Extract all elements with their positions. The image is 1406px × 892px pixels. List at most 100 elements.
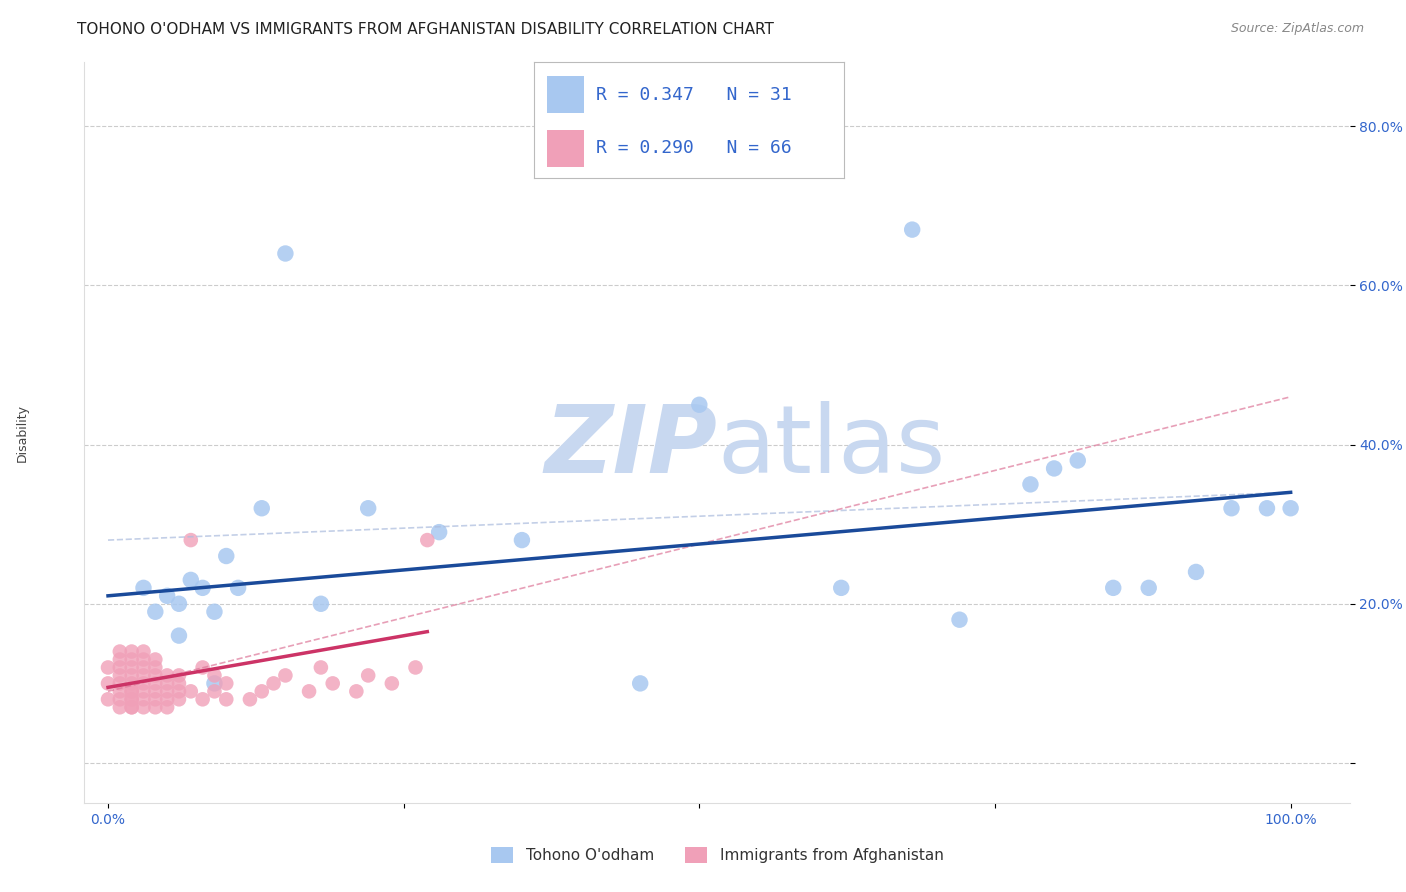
Point <box>156 700 179 714</box>
Point <box>121 684 143 698</box>
Point <box>97 676 120 690</box>
Point <box>180 684 202 698</box>
Point <box>167 629 190 643</box>
Point <box>688 398 710 412</box>
Point <box>901 222 924 236</box>
Point <box>1102 581 1125 595</box>
Point <box>309 597 332 611</box>
Point <box>1256 501 1278 516</box>
Point <box>1019 477 1042 491</box>
Point <box>628 676 651 690</box>
Bar <box>547 129 583 167</box>
Point <box>108 668 131 682</box>
Point <box>191 692 214 706</box>
Point <box>298 684 321 698</box>
Point <box>156 692 179 706</box>
Point <box>167 668 190 682</box>
Point <box>1137 581 1160 595</box>
Point <box>830 581 852 595</box>
Text: R = 0.347   N = 31: R = 0.347 N = 31 <box>596 86 792 103</box>
Point <box>156 676 179 690</box>
Point <box>132 684 155 698</box>
Point <box>97 692 120 706</box>
Point <box>143 684 166 698</box>
Point <box>510 533 533 547</box>
Point <box>132 692 155 706</box>
Point <box>357 668 380 682</box>
Point <box>108 700 131 714</box>
Point <box>1185 565 1208 579</box>
Point <box>344 684 367 698</box>
Point <box>427 525 450 540</box>
Point <box>121 676 143 690</box>
Point <box>108 676 131 690</box>
Point <box>132 581 155 595</box>
Point <box>132 700 155 714</box>
Point <box>405 660 427 674</box>
Point <box>121 692 143 706</box>
Bar <box>547 77 583 113</box>
Point <box>143 668 166 682</box>
Point <box>215 676 238 690</box>
Point <box>191 660 214 674</box>
Point <box>108 660 131 674</box>
Point <box>357 501 380 516</box>
Point <box>309 660 332 674</box>
Text: R = 0.290   N = 66: R = 0.290 N = 66 <box>596 139 792 157</box>
Point <box>226 581 249 595</box>
Point <box>156 589 179 603</box>
Point <box>156 668 179 682</box>
Point <box>263 676 285 690</box>
Point <box>204 668 226 682</box>
Point <box>167 676 190 690</box>
Point <box>167 684 190 698</box>
Point <box>143 692 166 706</box>
Point <box>1067 453 1090 467</box>
Point <box>121 652 143 666</box>
Point <box>274 668 297 682</box>
Point <box>215 549 238 563</box>
Point <box>250 684 273 698</box>
Point <box>108 684 131 698</box>
Point <box>121 660 143 674</box>
Point <box>1043 461 1066 475</box>
Point <box>381 676 404 690</box>
Text: Source: ZipAtlas.com: Source: ZipAtlas.com <box>1230 22 1364 36</box>
Point <box>143 605 166 619</box>
Text: TOHONO O'ODHAM VS IMMIGRANTS FROM AFGHANISTAN DISABILITY CORRELATION CHART: TOHONO O'ODHAM VS IMMIGRANTS FROM AFGHAN… <box>77 22 775 37</box>
Point <box>1220 501 1243 516</box>
Point <box>132 668 155 682</box>
Point <box>132 660 155 674</box>
Point <box>322 676 344 690</box>
Point <box>132 676 155 690</box>
Point <box>156 684 179 698</box>
Point <box>121 692 143 706</box>
Point <box>274 246 297 260</box>
Point <box>204 676 226 690</box>
Point <box>121 668 143 682</box>
Y-axis label: Disability: Disability <box>15 403 28 462</box>
Point <box>108 644 131 658</box>
Point <box>132 644 155 658</box>
Point <box>167 597 190 611</box>
Point <box>948 613 970 627</box>
Point <box>204 684 226 698</box>
Point <box>121 644 143 658</box>
Text: atlas: atlas <box>717 401 945 493</box>
Point <box>143 652 166 666</box>
Point <box>143 676 166 690</box>
Point <box>121 684 143 698</box>
Point <box>108 652 131 666</box>
Point <box>180 573 202 587</box>
Point <box>132 652 155 666</box>
Point <box>215 692 238 706</box>
Text: ZIP: ZIP <box>544 401 717 493</box>
Point <box>97 660 120 674</box>
Point <box>239 692 262 706</box>
Point <box>191 581 214 595</box>
Point <box>180 533 202 547</box>
Point <box>108 692 131 706</box>
Legend: Tohono O'odham, Immigrants from Afghanistan: Tohono O'odham, Immigrants from Afghanis… <box>485 841 949 869</box>
Point <box>143 700 166 714</box>
Point <box>1279 501 1302 516</box>
